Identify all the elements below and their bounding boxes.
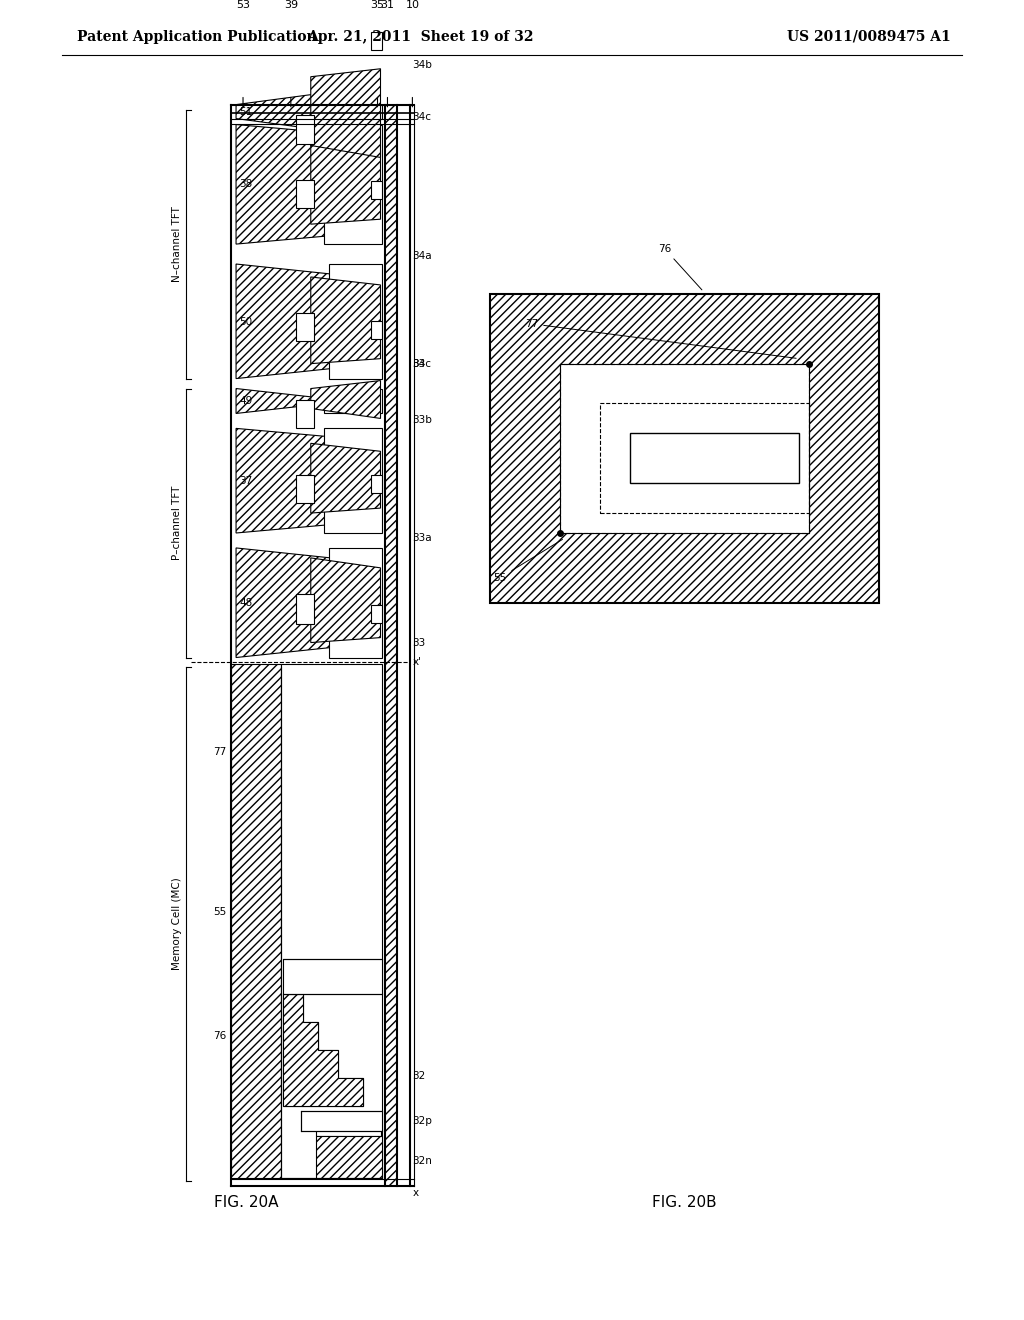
Text: 31: 31 <box>381 0 394 11</box>
Bar <box>385 104 397 1185</box>
Text: Patent Application Publication: Patent Application Publication <box>77 30 316 44</box>
Bar <box>490 294 879 603</box>
Bar <box>283 1078 362 1106</box>
Bar <box>326 1114 381 1146</box>
Text: 77: 77 <box>525 319 796 358</box>
Text: 77: 77 <box>213 747 226 758</box>
Bar <box>296 594 313 623</box>
Text: 76: 76 <box>213 1031 226 1041</box>
Text: 53: 53 <box>236 0 250 11</box>
Bar <box>329 548 383 657</box>
Text: Apr. 21, 2011  Sheet 19 of 32: Apr. 21, 2011 Sheet 19 of 32 <box>307 30 534 44</box>
Text: 34: 34 <box>413 359 426 368</box>
Polygon shape <box>310 444 381 513</box>
Polygon shape <box>301 1111 383 1131</box>
Polygon shape <box>310 558 381 643</box>
Text: 32n: 32n <box>413 1155 432 1166</box>
Text: 33b: 33b <box>413 416 432 425</box>
Bar <box>283 994 303 1022</box>
Bar <box>371 475 383 494</box>
Text: 55: 55 <box>494 540 562 583</box>
Text: 39: 39 <box>284 0 298 11</box>
Polygon shape <box>310 143 381 224</box>
Bar <box>324 429 383 533</box>
Polygon shape <box>283 994 362 1106</box>
Polygon shape <box>237 264 331 379</box>
Bar <box>283 1049 338 1078</box>
Bar <box>324 104 383 119</box>
Bar <box>283 1022 317 1049</box>
Bar <box>296 115 313 144</box>
Polygon shape <box>237 548 331 657</box>
Bar <box>296 475 313 503</box>
Bar <box>371 605 383 623</box>
Bar <box>560 363 809 533</box>
Bar <box>296 400 313 429</box>
Text: 10: 10 <box>406 0 420 11</box>
Text: P–channel TFT: P–channel TFT <box>172 486 182 560</box>
Bar <box>315 1121 381 1135</box>
Text: 34b: 34b <box>413 59 432 70</box>
Bar <box>283 960 383 994</box>
Text: 49: 49 <box>239 396 252 407</box>
Text: 55: 55 <box>213 907 226 916</box>
Polygon shape <box>237 388 326 413</box>
Polygon shape <box>315 1135 383 1177</box>
Bar <box>296 181 313 209</box>
Text: 33c: 33c <box>413 359 431 368</box>
Text: N–channel TFT: N–channel TFT <box>172 206 182 282</box>
Text: 34a: 34a <box>413 251 432 261</box>
Text: 35: 35 <box>371 0 384 11</box>
Polygon shape <box>310 380 381 418</box>
Text: 48: 48 <box>239 598 252 607</box>
Text: 76: 76 <box>658 244 701 290</box>
Polygon shape <box>237 429 326 533</box>
Text: 32p: 32p <box>413 1115 432 1126</box>
Text: FIG. 20A: FIG. 20A <box>214 1195 279 1210</box>
Bar <box>326 1146 381 1177</box>
Polygon shape <box>310 69 381 157</box>
Bar <box>329 264 383 379</box>
Text: Memory Cell (MC): Memory Cell (MC) <box>172 878 182 970</box>
Bar <box>231 664 281 1177</box>
Bar <box>296 313 313 341</box>
Text: 50: 50 <box>239 317 252 327</box>
Bar <box>371 346 383 363</box>
Polygon shape <box>237 124 326 244</box>
Bar <box>630 433 799 483</box>
Text: 32: 32 <box>413 1071 426 1081</box>
Bar <box>324 124 383 244</box>
Bar <box>371 181 383 199</box>
Text: x': x' <box>413 657 422 668</box>
Bar <box>281 664 383 1177</box>
Text: FIG. 20B: FIG. 20B <box>652 1195 717 1210</box>
Text: 33a: 33a <box>413 533 432 543</box>
Text: 38: 38 <box>239 180 252 189</box>
Bar <box>371 32 383 50</box>
Polygon shape <box>310 277 381 363</box>
Text: 51: 51 <box>239 107 252 116</box>
Bar <box>560 363 809 533</box>
Polygon shape <box>237 92 326 131</box>
Bar <box>600 404 809 513</box>
Text: US 2011/0089475 A1: US 2011/0089475 A1 <box>786 30 950 44</box>
Bar <box>324 388 383 413</box>
Text: 34c: 34c <box>413 112 431 121</box>
Text: x: x <box>413 1188 419 1199</box>
Bar <box>371 321 383 339</box>
Text: 37: 37 <box>239 477 252 486</box>
Text: 33: 33 <box>413 638 426 648</box>
